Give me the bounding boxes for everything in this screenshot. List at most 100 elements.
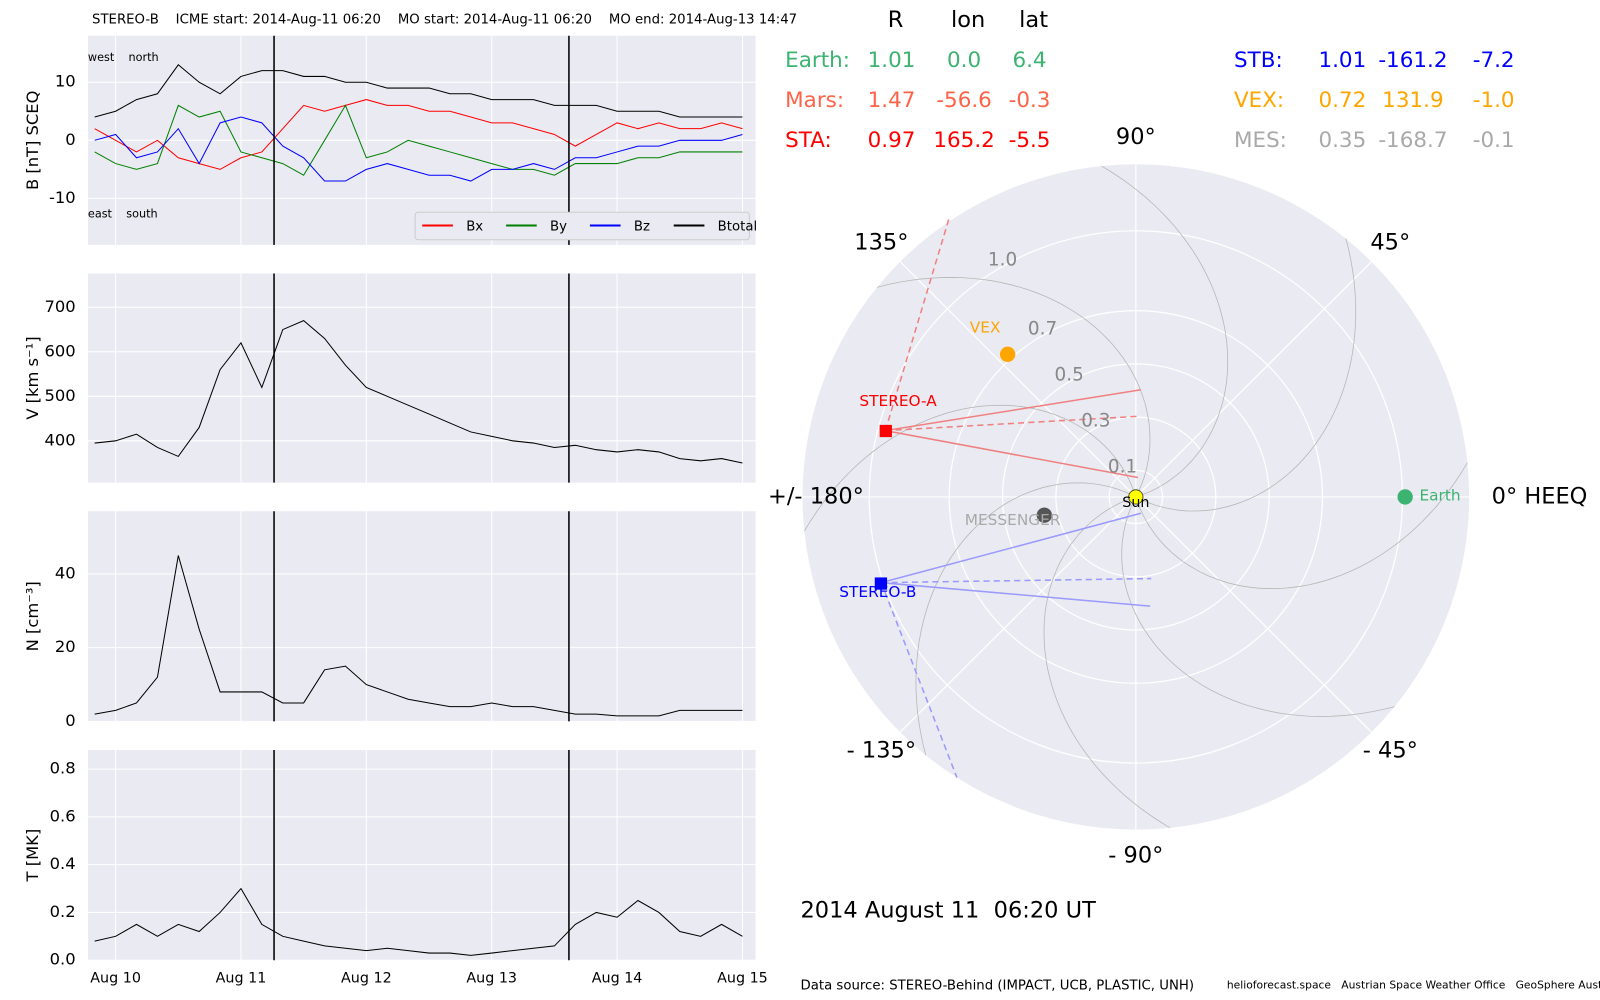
sun-marker	[1128, 489, 1144, 505]
legend-label: By	[550, 220, 567, 235]
radial-tick-label: 0.1	[1108, 457, 1137, 478]
radial-tick-label: 0.3	[1081, 411, 1110, 432]
angular-tick-label: 45°	[1370, 229, 1410, 255]
column-header: R	[888, 7, 904, 33]
body-name: MES:	[1234, 128, 1287, 153]
fov-line	[885, 429, 1139, 479]
body-R: 1.01	[1318, 48, 1366, 73]
x-tick-label: Aug 10	[90, 971, 141, 987]
body-R: 1.01	[868, 48, 916, 73]
body-lat: 6.4	[1012, 48, 1046, 73]
y-axis-label: V [km s⁻¹]	[23, 336, 42, 419]
data-line	[94, 116, 743, 182]
angular-grid-line	[1135, 496, 1372, 733]
x-tick-label: Aug 11	[216, 971, 267, 987]
body-R: 0.97	[868, 128, 916, 153]
radial-tick-label: 1.0	[988, 249, 1017, 270]
angular-tick-label: 0° HEEQ	[1492, 483, 1588, 509]
data-line	[94, 887, 743, 956]
angular-grid-line	[899, 261, 1137, 498]
body-lat: -0.1	[1473, 128, 1515, 153]
body-R: 0.72	[1318, 88, 1366, 113]
body-marker	[1036, 507, 1053, 523]
y-axis-label: N [cm⁻³]	[23, 581, 42, 651]
fov-line	[885, 415, 1138, 432]
body-lon: -168.7	[1378, 128, 1447, 153]
body-label: Earth	[1419, 486, 1460, 504]
panel-title: STEREO-B ICME start: 2014-Aug-11 06:20 M…	[92, 12, 797, 27]
radial-grid-circle	[948, 310, 1324, 684]
radial-tick-label: 0.5	[1055, 365, 1084, 386]
angular-grid-line	[1135, 261, 1372, 498]
y-tick-label: 0.8	[50, 759, 76, 778]
body-name: STA:	[785, 128, 832, 153]
y-tick-label: 40	[55, 563, 76, 582]
body-lon: -161.2	[1378, 48, 1447, 73]
y-tick-label: 700	[44, 297, 75, 316]
body-marker	[874, 577, 888, 590]
radial-tick-label: 0.7	[1028, 318, 1057, 339]
body-name: STB:	[1234, 48, 1283, 73]
body-marker	[1397, 489, 1413, 505]
annotation: west north	[88, 51, 159, 64]
body-R: 0.35	[1318, 128, 1366, 153]
column-header: lat	[1019, 7, 1048, 33]
body-label: STEREO-B	[839, 583, 916, 601]
angular-tick-label: 135°	[854, 229, 908, 255]
data-line	[94, 99, 743, 170]
x-tick-label: Aug 13	[466, 971, 517, 987]
y-tick-label: 0	[65, 130, 75, 149]
body-lon: -56.6	[936, 88, 992, 113]
fov-line	[884, 219, 950, 431]
y-tick-label: 400	[44, 430, 75, 449]
data-line	[94, 104, 743, 176]
y-tick-label: 0.2	[50, 902, 76, 921]
panel-background	[87, 750, 756, 961]
data-line	[94, 555, 743, 717]
y-tick-label: 600	[44, 341, 75, 360]
credits: helioforecast.space Austrian Space Weath…	[1227, 979, 1600, 992]
y-tick-label: 0.4	[50, 854, 76, 873]
fov-line	[880, 582, 958, 778]
y-axis-label: B [nT] SCEQ	[23, 91, 42, 190]
body-lon: 0.0	[947, 48, 981, 73]
body-name: VEX:	[1234, 88, 1284, 113]
legend-box	[414, 211, 750, 241]
x-tick-label: Aug 15	[717, 971, 768, 987]
column-header: lon	[951, 7, 985, 33]
y-tick-label: 0.0	[50, 950, 76, 969]
body-lon: 131.9	[1382, 88, 1443, 113]
angular-tick-label: - 135°	[847, 737, 916, 763]
y-tick-label: 0.6	[50, 806, 76, 825]
data-source: Data source: STEREO-Behind (IMPACT, UCB,…	[801, 979, 1195, 994]
body-R: 1.47	[868, 88, 916, 113]
body-lat: -0.3	[1009, 88, 1051, 113]
sun-label: Sun	[1122, 495, 1149, 511]
fov-line	[881, 577, 1152, 584]
angular-tick-label: - 90°	[1108, 843, 1163, 869]
x-tick-label: Aug 14	[592, 971, 643, 987]
y-tick-label: 500	[44, 386, 75, 405]
timestamp: 2014 August 11 06:20 UT	[801, 898, 1097, 924]
angular-tick-label: - 45°	[1363, 737, 1418, 763]
radial-grid-circle	[1001, 363, 1270, 631]
data-line	[94, 320, 743, 464]
y-tick-label: -10	[49, 188, 76, 207]
angular-tick-label: 90°	[1116, 124, 1156, 150]
x-tick-label: Aug 12	[341, 971, 392, 987]
legend-label: Bz	[634, 220, 650, 235]
annotation: east south	[88, 207, 158, 220]
angular-tick-label: +/- 180°	[768, 483, 864, 509]
y-axis-label: T [MK]	[23, 829, 42, 883]
body-label: STEREO-A	[859, 392, 937, 410]
panel-background	[87, 273, 756, 483]
body-marker	[879, 424, 892, 438]
body-lat: -7.2	[1473, 48, 1515, 73]
fov-line	[881, 581, 1151, 607]
y-tick-label: 10	[55, 72, 76, 91]
angular-grid-line	[899, 496, 1137, 733]
y-tick-label: 0	[65, 711, 75, 730]
body-label: VEX	[970, 318, 1001, 336]
